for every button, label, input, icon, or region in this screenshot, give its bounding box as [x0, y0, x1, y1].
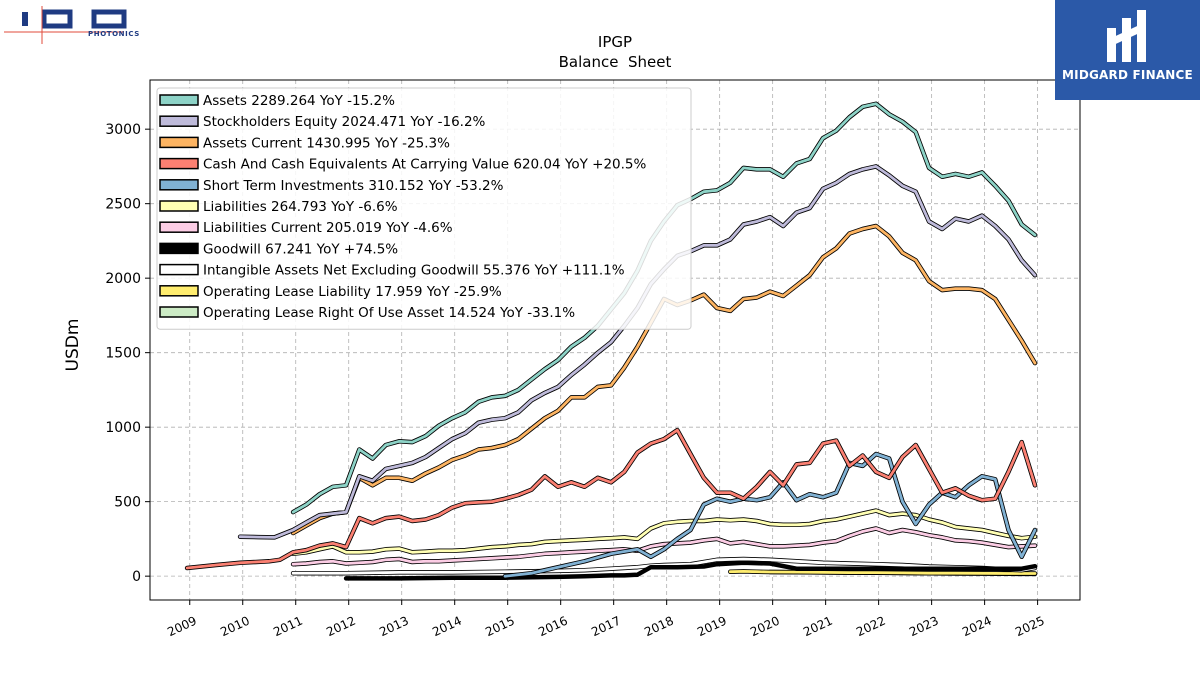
- y-tick-label: 1500: [105, 346, 141, 362]
- chart-subtitle: Balance Sheet: [559, 53, 672, 71]
- x-tick-label: 2025: [1013, 614, 1047, 640]
- legend-label: Intangible Assets Net Excluding Goodwill…: [203, 263, 625, 279]
- legend-swatch: [159, 179, 199, 191]
- x-tick-label: 2021: [801, 614, 835, 640]
- legend-swatch: [159, 285, 199, 297]
- legend-label: Assets Current 1430.995 YoY -25.3%: [203, 135, 450, 151]
- series-line-6: [290, 526, 1038, 567]
- legend-label: Liabilities 264.793 YoY -6.6%: [203, 199, 398, 215]
- x-tick-label: 2024: [960, 614, 994, 640]
- series-line: [291, 527, 1037, 566]
- x-tick-label: 2016: [536, 614, 570, 640]
- x-tick-label: 2023: [907, 614, 941, 640]
- legend-swatch: [159, 242, 199, 255]
- ipg-logo-subtext: PHOTONICS: [88, 30, 140, 38]
- x-tick-label: 2017: [589, 614, 623, 640]
- y-tick-label: 0: [132, 569, 141, 585]
- plot-area: 2009 2010 2011 2012 2013 2014 2015 2016 2017 2018…: [105, 79, 1081, 640]
- legend-label: Assets 2289.264 YoY -15.2%: [203, 93, 395, 109]
- legend-swatch: [159, 94, 199, 106]
- legend-swatch: [159, 136, 199, 149]
- y-tick-label: 3000: [105, 122, 141, 138]
- series-line: [728, 570, 1037, 575]
- legend-swatch: [159, 306, 199, 318]
- y-tick-label: 2000: [105, 271, 141, 287]
- legend-label: Goodwill 67.241 YoY +74.5%: [203, 241, 398, 257]
- x-tick-label: 2011: [271, 614, 305, 640]
- series-line-9: [728, 569, 1038, 576]
- legend-swatch: [159, 221, 199, 233]
- ipg-logo: [4, 6, 127, 44]
- legend-swatch: [159, 200, 199, 212]
- chart-title: IPGP: [598, 33, 632, 51]
- y-tick-label: 500: [114, 495, 141, 511]
- legend-swatch: [159, 157, 199, 170]
- x-tick-label: 2010: [218, 614, 252, 640]
- x-tick-label: 2019: [695, 614, 729, 640]
- series-line-4: [502, 451, 1038, 579]
- legend-label: Operating Lease Liability 17.959 YoY -25…: [203, 284, 502, 300]
- x-tick-label: 2020: [748, 614, 782, 640]
- publisher-logo: MIDGARD FINANCE: [1055, 0, 1200, 100]
- legend-swatch: [159, 115, 199, 127]
- x-tick-label: 2014: [430, 614, 464, 640]
- legend-label: Short Term Investments 310.152 YoY -53.2…: [203, 178, 504, 194]
- series-line: [185, 428, 1037, 570]
- x-tick-label: 2015: [483, 614, 517, 640]
- legend-box: [156, 87, 692, 330]
- plot-frame: [149, 79, 1081, 601]
- midgard-emblem-icon: [1107, 10, 1146, 62]
- series-line: [344, 561, 1037, 580]
- y-tick-label: 1000: [105, 420, 141, 436]
- series-line-3: [184, 427, 1038, 571]
- series-line: [503, 452, 1037, 578]
- x-tick-label: 2009: [165, 614, 199, 640]
- x-tick-label: 2018: [642, 614, 676, 640]
- legend-label: Stockholders Equity 2024.471 YoY -16.2%: [203, 114, 486, 130]
- legend-label: Liabilities Current 205.019 YoY -4.6%: [203, 220, 453, 236]
- legend-label: Operating Lease Right Of Use Asset 14.52…: [203, 305, 575, 321]
- series-line-7: [343, 560, 1038, 581]
- x-tick-label: 2012: [324, 614, 358, 640]
- publisher-name: MIDGARD FINANCE: [1062, 68, 1193, 82]
- x-tick-label: 2022: [854, 614, 888, 640]
- y-axis-label: USDm: [63, 319, 83, 372]
- y-tick-label: 2500: [105, 197, 141, 213]
- legend-swatch: [159, 263, 199, 276]
- x-tick-label: 2013: [377, 614, 411, 640]
- legend-label: Cash And Cash Equivalents At Carrying Va…: [203, 157, 647, 173]
